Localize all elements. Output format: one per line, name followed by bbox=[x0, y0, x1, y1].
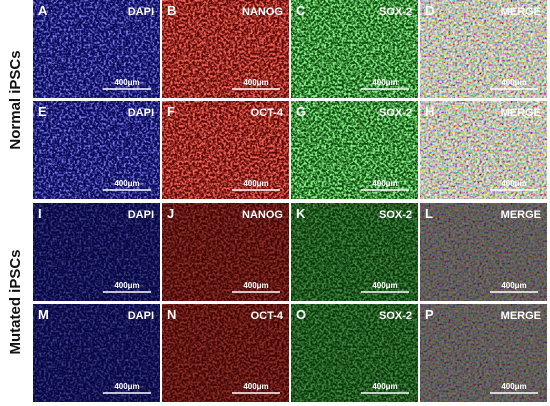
image-panel: J NANOG 400μm bbox=[162, 203, 289, 301]
panel-letter: D bbox=[425, 3, 434, 18]
panel-letter: B bbox=[167, 3, 176, 18]
image-panel: K SOX-2 400μm bbox=[291, 203, 418, 301]
image-panel: A DAPI 400μm bbox=[33, 0, 160, 98]
panel-letter: M bbox=[38, 307, 49, 322]
panel-letter: H bbox=[425, 104, 434, 119]
image-panel: F OCT-4 400μm bbox=[162, 101, 289, 199]
stain-label: SOX-2 bbox=[379, 310, 412, 322]
scale-label: 400μm bbox=[372, 382, 397, 391]
dim-overlay bbox=[420, 203, 547, 301]
cell-texture bbox=[291, 304, 418, 402]
dim-overlay bbox=[33, 203, 160, 301]
group-label: Normal iPSCs bbox=[7, 50, 24, 149]
scale-label: 400μm bbox=[114, 78, 139, 87]
image-panel: I DAPI 400μm bbox=[33, 203, 160, 301]
image-panel: M DAPI 400μm bbox=[33, 304, 160, 402]
dim-overlay bbox=[33, 304, 160, 402]
panel-letter: L bbox=[425, 206, 433, 221]
image-panel: D MERGE 400μm bbox=[420, 0, 547, 98]
stain-label: DAPI bbox=[128, 310, 154, 322]
panel-letter: A bbox=[38, 3, 48, 18]
panel-letter: P bbox=[425, 307, 434, 322]
cell-texture bbox=[420, 203, 547, 301]
cell-texture bbox=[162, 304, 289, 402]
image-panel: P MERGE 400μm bbox=[420, 304, 547, 402]
cell-texture bbox=[420, 304, 547, 402]
stain-label: MERGE bbox=[501, 6, 541, 18]
scale-label: 400μm bbox=[501, 382, 526, 391]
panel-letter: F bbox=[167, 104, 175, 119]
stain-label: OCT-4 bbox=[251, 107, 284, 119]
scale-label: 400μm bbox=[372, 78, 397, 87]
scale-label: 400μm bbox=[501, 281, 526, 290]
panel-letter: O bbox=[296, 307, 306, 322]
image-panel: B NANOG 400μm bbox=[162, 0, 289, 98]
cell-texture bbox=[420, 101, 547, 199]
dim-overlay bbox=[291, 304, 418, 402]
cell-texture bbox=[291, 203, 418, 301]
panel-letter: E bbox=[38, 104, 47, 119]
panel-letter: K bbox=[296, 206, 306, 221]
stain-label: DAPI bbox=[128, 107, 154, 119]
panel-letter: N bbox=[167, 307, 176, 322]
cell-texture bbox=[162, 0, 289, 98]
stain-label: MERGE bbox=[501, 209, 541, 221]
cell-texture bbox=[291, 0, 418, 98]
panel-letter: J bbox=[167, 206, 174, 221]
cell-texture bbox=[33, 0, 160, 98]
panel-letter: I bbox=[38, 206, 42, 221]
panel-letter: G bbox=[296, 104, 306, 119]
scale-label: 400μm bbox=[243, 78, 268, 87]
image-panel: G SOX-2 400μm bbox=[291, 101, 418, 199]
cell-texture bbox=[291, 101, 418, 199]
scale-label: 400μm bbox=[501, 78, 526, 87]
image-panel: C SOX-2 400μm bbox=[291, 0, 418, 98]
panel-letter: C bbox=[296, 3, 306, 18]
cell-texture bbox=[162, 101, 289, 199]
scale-label: 400μm bbox=[114, 281, 139, 290]
stain-label: DAPI bbox=[128, 209, 154, 221]
scale-label: 400μm bbox=[243, 382, 268, 391]
stain-label: OCT-4 bbox=[251, 310, 284, 322]
stain-label: SOX-2 bbox=[379, 209, 412, 221]
scale-label: 400μm bbox=[372, 281, 397, 290]
stain-label: NANOG bbox=[242, 209, 283, 221]
image-panel: O SOX-2 400μm bbox=[291, 304, 418, 402]
stain-label: MERGE bbox=[501, 310, 541, 322]
image-panel: E DAPI 400μm bbox=[33, 101, 160, 199]
stain-label: MERGE bbox=[501, 107, 541, 119]
image-panel: H MERGE 400μm bbox=[420, 101, 547, 199]
dim-overlay bbox=[162, 203, 289, 301]
cell-texture bbox=[420, 0, 547, 98]
cell-texture bbox=[162, 203, 289, 301]
stain-label: SOX-2 bbox=[379, 107, 412, 119]
cell-texture bbox=[33, 203, 160, 301]
image-panel: L MERGE 400μm bbox=[420, 203, 547, 301]
scale-label: 400μm bbox=[372, 179, 397, 188]
scale-label: 400μm bbox=[243, 281, 268, 290]
dim-overlay bbox=[162, 304, 289, 402]
group-label: Mutated iPSCs bbox=[7, 249, 24, 354]
dim-overlay bbox=[291, 203, 418, 301]
cell-texture bbox=[33, 304, 160, 402]
scale-label: 400μm bbox=[114, 382, 139, 391]
image-panel: N OCT-4 400μm bbox=[162, 304, 289, 402]
stain-label: SOX-2 bbox=[379, 6, 412, 18]
stain-label: DAPI bbox=[128, 6, 154, 18]
scale-label: 400μm bbox=[114, 179, 139, 188]
stain-label: NANOG bbox=[242, 6, 283, 18]
scale-label: 400μm bbox=[501, 179, 526, 188]
dim-overlay bbox=[420, 304, 547, 402]
scale-label: 400μm bbox=[243, 179, 268, 188]
cell-texture bbox=[33, 101, 160, 199]
